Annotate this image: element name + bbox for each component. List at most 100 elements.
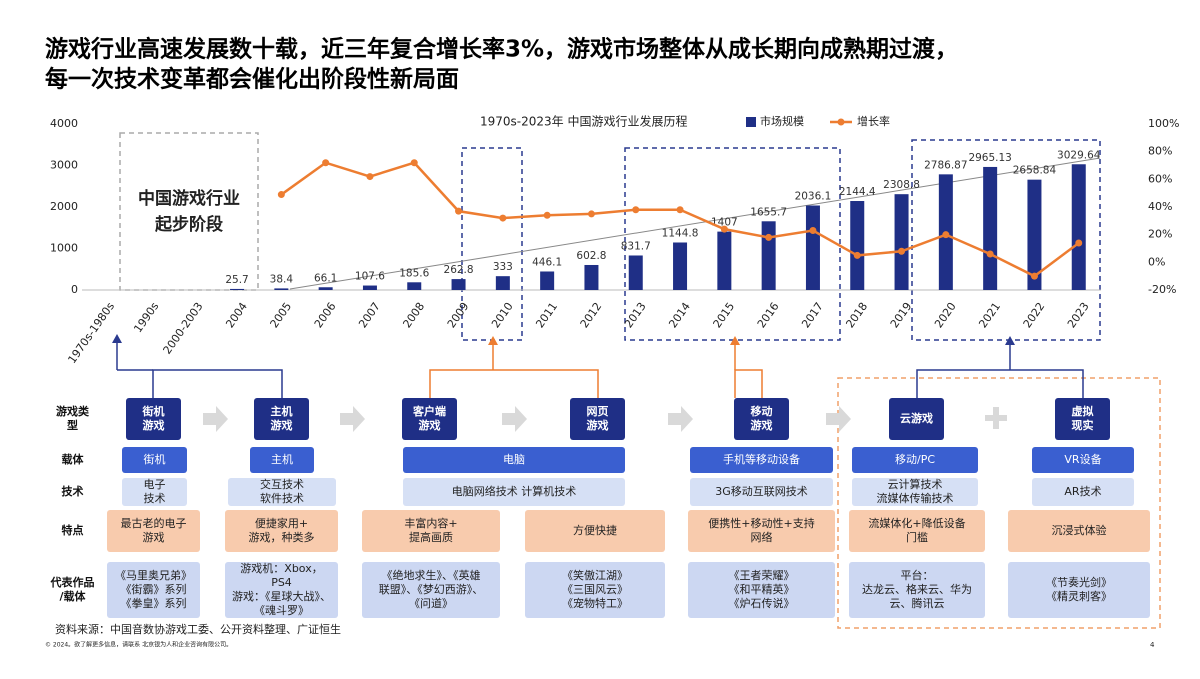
- type-label: 云游戏: [900, 411, 933, 425]
- tech-label: 电脑网络技术 计算机技术: [452, 484, 577, 498]
- x-tick-label: 2012: [578, 300, 605, 330]
- bar: [850, 201, 865, 290]
- work-label: 《王者荣耀》: [729, 569, 795, 582]
- title: 每一次技术变革都会催化出阶段性新局面: [45, 66, 459, 93]
- value-label: 3029.64: [1057, 149, 1101, 161]
- row-header: 载体: [62, 452, 85, 466]
- growth-point: [720, 225, 728, 233]
- work-label-box: [225, 562, 338, 618]
- growth-point: [853, 251, 861, 259]
- row-header: 特点: [62, 523, 84, 537]
- tech-label: 软件技术: [260, 491, 304, 505]
- flow-arrows: [203, 406, 1007, 432]
- feature-label-box: [849, 510, 985, 552]
- y-tick-label: 2000: [50, 200, 78, 213]
- trend-line: [289, 157, 1101, 290]
- arrowhead: [112, 334, 122, 343]
- feature-label: 方便快捷: [573, 523, 617, 537]
- x-tick-label: 2009: [445, 300, 472, 330]
- y2-tick-label: 80%: [1148, 145, 1172, 158]
- carrier-label: 电脑: [503, 453, 525, 466]
- type-label-box: [570, 398, 625, 440]
- x-tick-label: 2018: [843, 300, 870, 330]
- value-label: 602.8: [576, 250, 606, 262]
- work-label-box: [688, 562, 835, 618]
- growth-point: [587, 210, 595, 218]
- x-tick-label: 2005: [268, 300, 295, 330]
- y2-tick-label: 100%: [1148, 117, 1179, 130]
- x-tick-label: 2004: [223, 300, 250, 330]
- legend-swatch: [746, 117, 756, 127]
- value-label: 2308.8: [883, 179, 920, 191]
- carrier-label: VR设备: [1064, 452, 1101, 466]
- stage-label: 起步阶段: [154, 214, 223, 235]
- work-label-box: [525, 562, 665, 618]
- carrier-label: 主机: [271, 452, 293, 466]
- work-label: 《笑傲江湖》: [562, 568, 628, 582]
- x-tick-label: 2000-2003: [161, 300, 206, 357]
- x-tick-label: 2010: [489, 300, 516, 330]
- work-label: 《拳皇》系列: [121, 596, 187, 610]
- tech-label: 交互技术: [260, 477, 304, 491]
- x-tick-label: 2019: [888, 300, 915, 330]
- value-label: 446.1: [532, 256, 562, 268]
- x-tick-label: 2023: [1065, 300, 1092, 330]
- feature-label: 游戏: [143, 531, 165, 544]
- value-label: 2036.1: [795, 191, 832, 203]
- carrier-label-box: [690, 447, 833, 473]
- work-label: 《绝地求生》、《英雄: [382, 568, 481, 582]
- y-tick-label: 0: [71, 283, 78, 296]
- growth-point: [410, 159, 418, 167]
- bar: [540, 271, 555, 290]
- feature-label: 提高画质: [409, 530, 453, 544]
- value-label: 66.1: [314, 272, 337, 284]
- tech-label-box: [852, 478, 978, 506]
- work-label: 达龙云、格来云、华为: [862, 582, 972, 596]
- feature-label-box: [107, 510, 200, 552]
- value-label: 333: [493, 261, 513, 273]
- feature-label: 便捷家用+: [255, 516, 308, 530]
- x-tick-label: 2007: [356, 300, 383, 330]
- growth-point: [676, 206, 684, 214]
- tech-label: 技术: [144, 492, 166, 505]
- carrier-label: 移动/PC: [895, 453, 935, 466]
- tech-label-box: [403, 478, 625, 506]
- growth-point: [499, 214, 507, 222]
- work-label: 平台：: [901, 568, 934, 582]
- growth-point: [366, 173, 374, 181]
- stage-label: 中国游戏行业: [138, 188, 240, 209]
- x-tick-label: 2022: [1021, 300, 1048, 330]
- type-label-box: [889, 398, 944, 440]
- bar: [805, 205, 820, 290]
- type-label-box: [126, 398, 181, 440]
- work-label-box: [107, 562, 200, 618]
- type-label: 游戏: [419, 418, 441, 432]
- growth-point: [543, 211, 551, 219]
- value-label: 25.7: [225, 274, 248, 286]
- y2-tick-label: 0%: [1148, 255, 1165, 268]
- y-tick-label: 3000: [50, 159, 78, 172]
- work-label: 《三国风云》: [562, 583, 628, 596]
- feature-label: 便携性+移动性+支持: [708, 516, 814, 530]
- value-label: 2965.13: [968, 152, 1011, 164]
- growth-point: [632, 206, 640, 214]
- work-label: 《街霸》系列: [121, 582, 187, 596]
- type-label: 网页: [587, 405, 609, 418]
- row-header: 技术: [62, 484, 84, 498]
- carrier-label: 街机: [144, 452, 166, 466]
- work-label: PS4: [271, 576, 292, 589]
- row-header: 代表作品: [50, 575, 95, 589]
- feature-label-box: [1008, 510, 1150, 552]
- feature-label-box: [525, 510, 665, 552]
- work-label: 《马里奥兄弟》: [115, 568, 192, 582]
- type-label: 现实: [1072, 418, 1094, 432]
- x-tick-label: 2011: [533, 300, 560, 330]
- feature-label-box: [225, 510, 338, 552]
- y2-tick-label: -20%: [1148, 283, 1176, 296]
- feature-label-box: [362, 510, 500, 552]
- growth-point: [765, 233, 773, 241]
- value-label: 2144.4: [839, 186, 876, 198]
- highlight-box: [911, 139, 1101, 341]
- work-label: 联盟》、《梦幻西游》、: [379, 583, 484, 596]
- work-label: 《精灵刺客》: [1046, 589, 1112, 603]
